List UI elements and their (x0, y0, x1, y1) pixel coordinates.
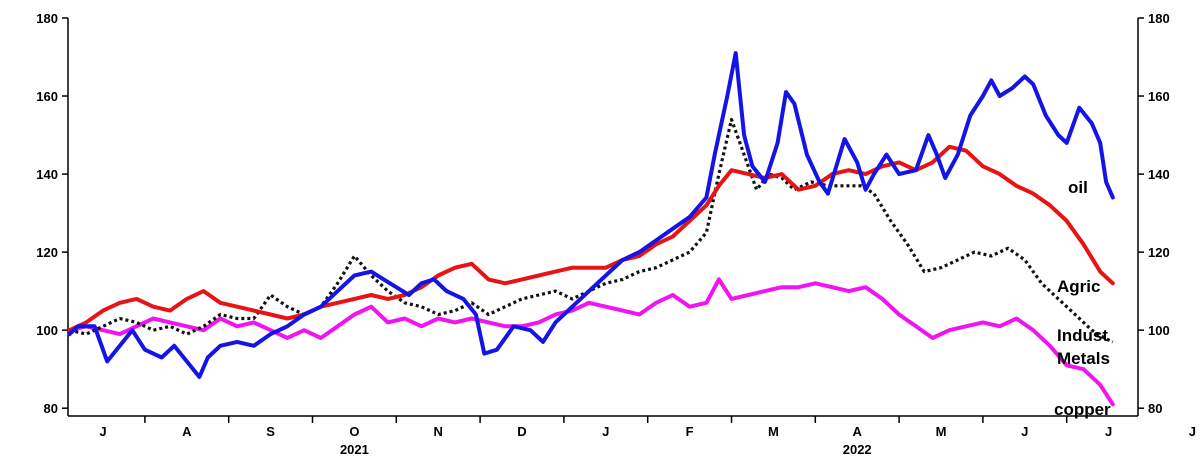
y-tick-label-right: 120 (1148, 245, 1170, 260)
x-tick-label: M (768, 424, 779, 439)
x-tick-label: A (853, 424, 863, 439)
y-tick-label-right: 80 (1148, 401, 1162, 416)
x-tick-label: J (602, 424, 609, 439)
y-tick-label-right: 160 (1148, 89, 1170, 104)
series-label-metals: Metals (1057, 349, 1110, 368)
x-tick-label: A (182, 424, 192, 439)
y-tick-label-right: 140 (1148, 167, 1170, 182)
x-tick-label: N (434, 424, 443, 439)
series-line-copper (67, 277, 1115, 407)
x-tick-label: J (1189, 424, 1196, 439)
y-tick-label-left: 80 (44, 401, 58, 416)
x-year-label: 2021 (340, 442, 369, 457)
x-tick-label: F (686, 424, 694, 439)
y-tick-label-left: 140 (36, 167, 58, 182)
series-line-oil (67, 51, 1115, 379)
series-line-agric (67, 144, 1115, 333)
series-label-indust: Indust (1057, 326, 1108, 345)
axes: 80 100 120 140 160 180 80 100 120 140 160 180 J A S O N D… (36, 11, 1196, 457)
y-tick-label-right: 180 (1148, 11, 1170, 26)
x-tick-label: J (99, 424, 106, 439)
series-labels: oil Agric Indust Metals copper (1054, 178, 1111, 419)
y-tick-label-left: 120 (36, 245, 58, 260)
y-tick-label-right: 100 (1148, 323, 1170, 338)
series-group (67, 51, 1115, 407)
x-tick-label: S (266, 424, 275, 439)
x-year-label: 2022 (843, 442, 872, 457)
y-tick-label-left: 100 (36, 323, 58, 338)
series-label-oil: oil (1068, 178, 1088, 197)
x-tick-label: J (1021, 424, 1028, 439)
x-tick-label: D (517, 424, 526, 439)
y-tick-label-left: 160 (36, 89, 58, 104)
x-tick-label: M (936, 424, 947, 439)
series-label-copper: copper (1054, 400, 1111, 419)
series-label-agric: Agric (1057, 277, 1100, 296)
x-tick-label: O (349, 424, 359, 439)
y-tick-label-left: 180 (36, 11, 58, 26)
x-tick-label: J (1105, 424, 1112, 439)
